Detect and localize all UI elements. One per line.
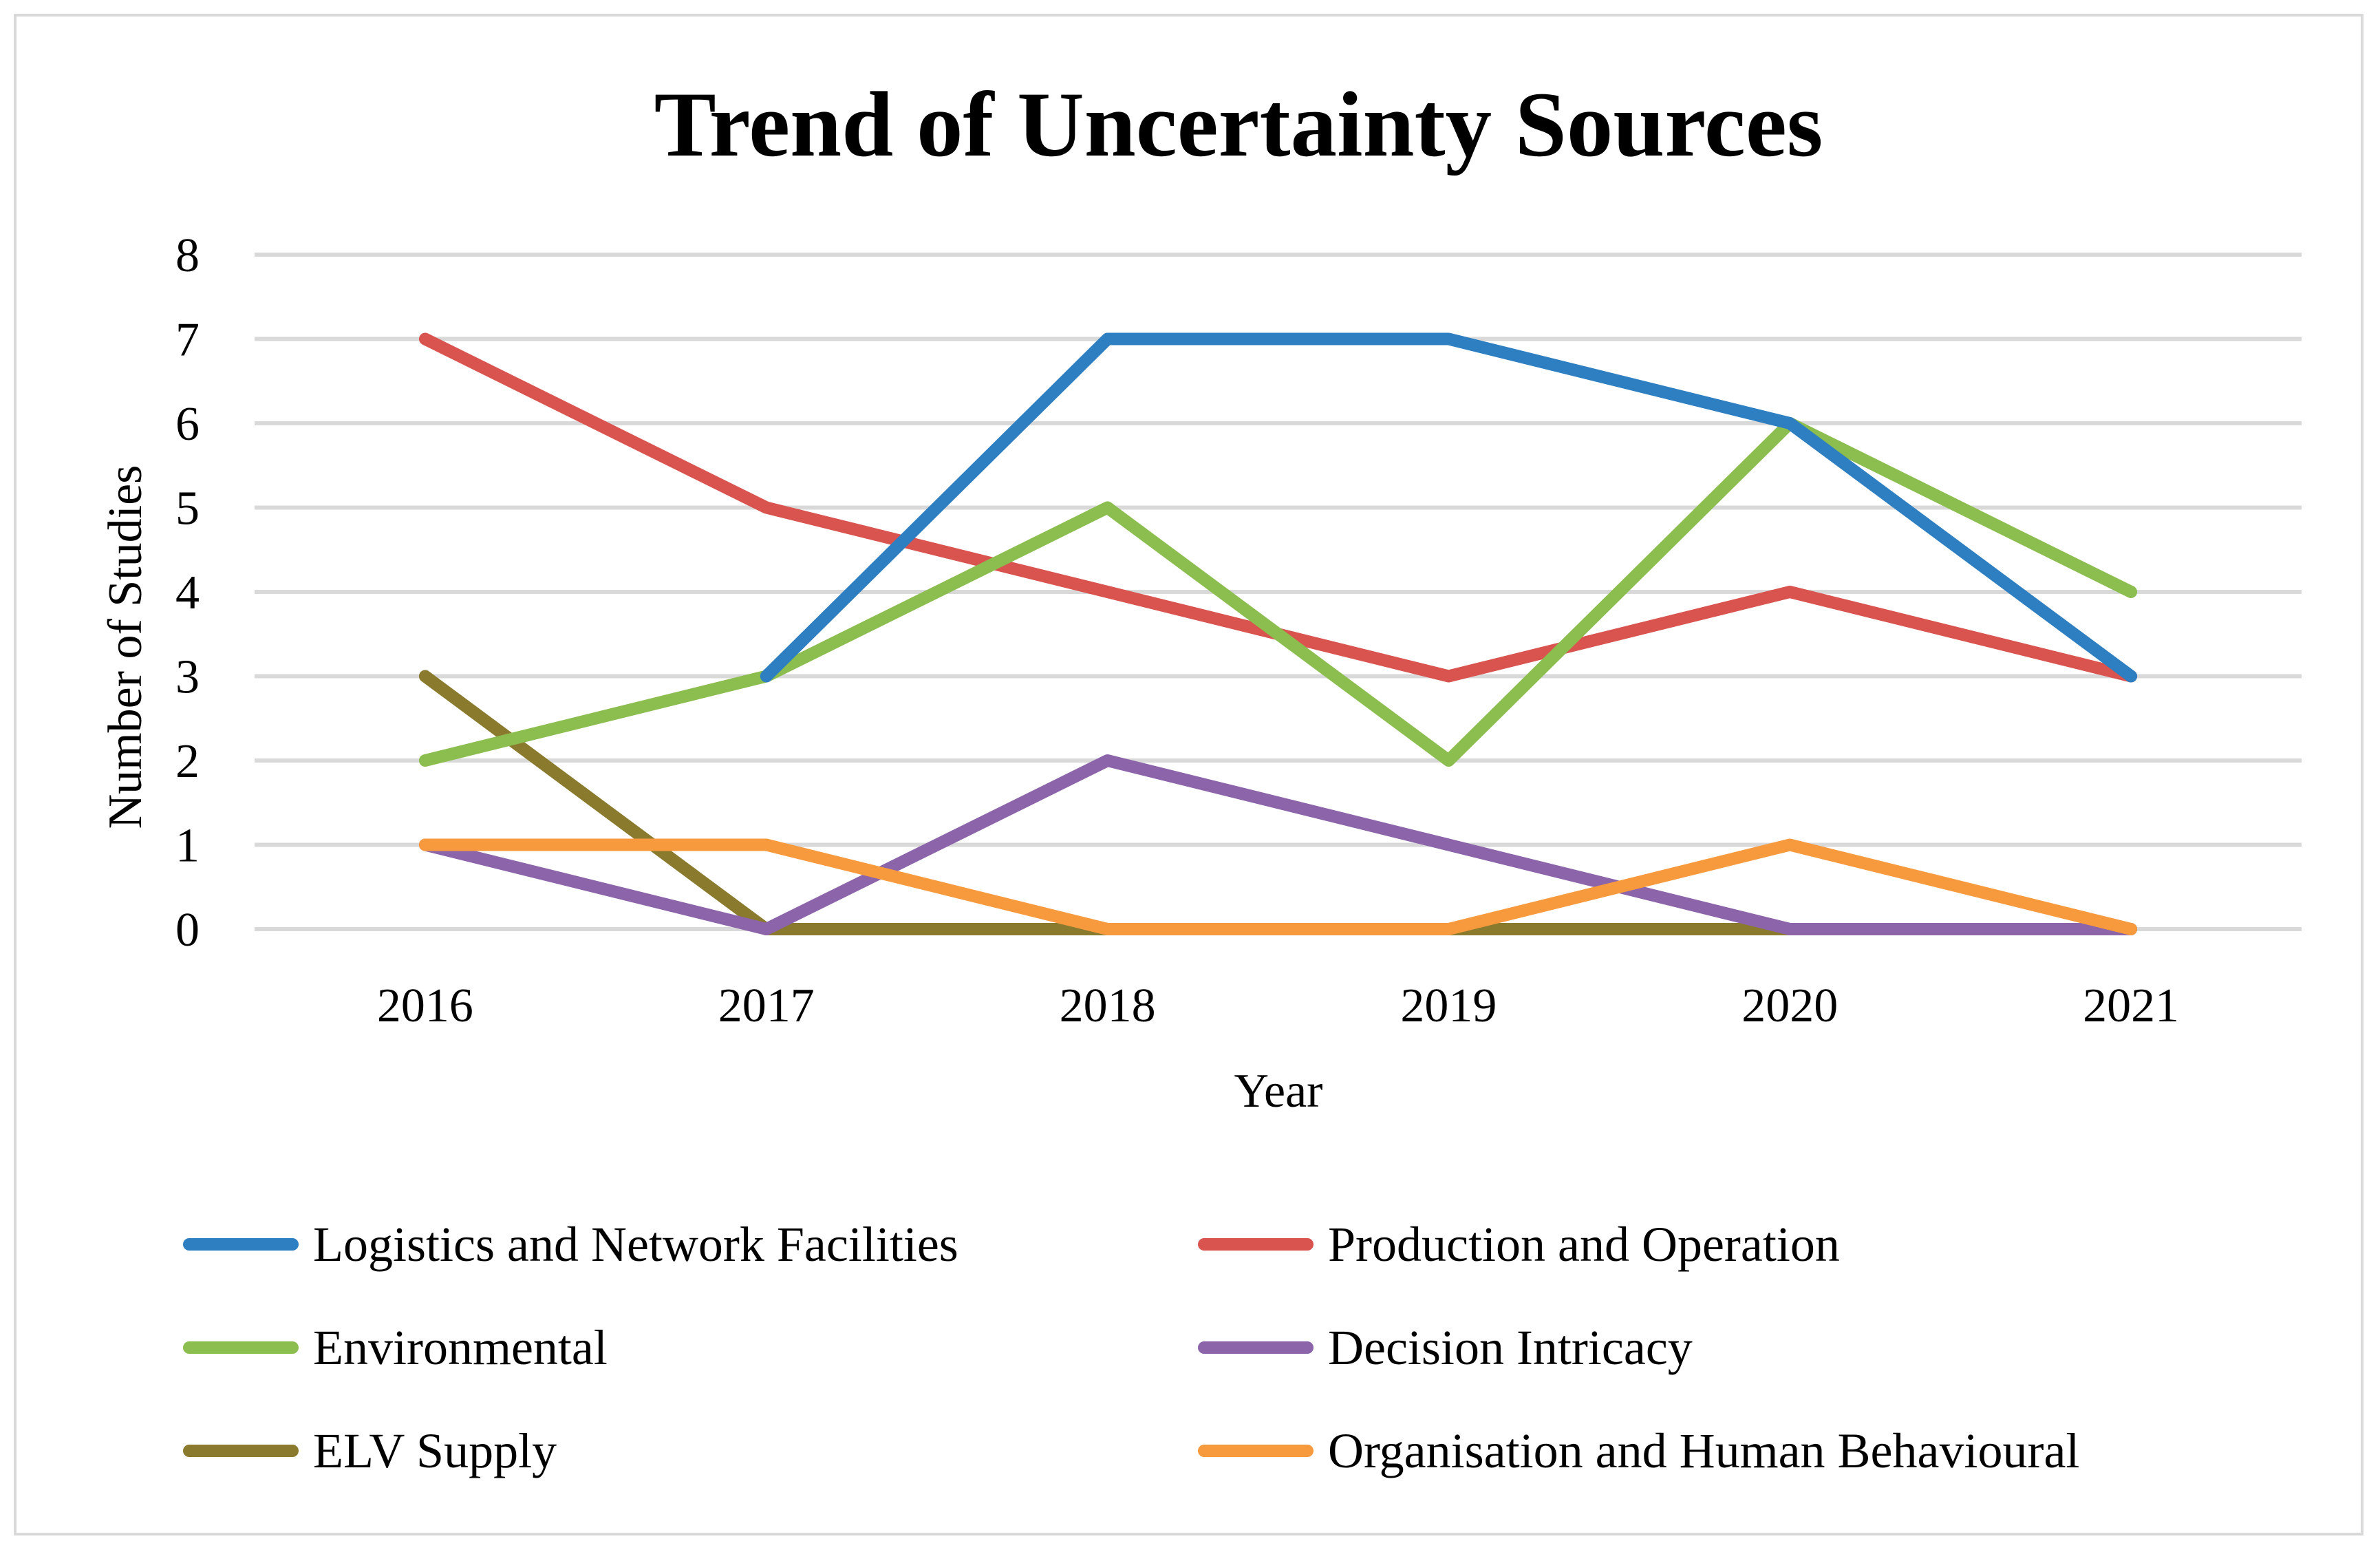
legend-label-0: Logistics and Network Facilities: [313, 1217, 958, 1272]
y-tick-label: 2: [175, 735, 200, 788]
series-line-5: [418, 838, 2138, 935]
y-tick-label: 3: [175, 651, 200, 704]
x-tick-label: 2018: [1060, 979, 1156, 1032]
x-axis-label: Year: [1234, 1065, 1323, 1118]
legend-label-5: Organisation and Human Behavioural: [1328, 1423, 2079, 1478]
series-lines: [418, 332, 2138, 935]
y-tick-label: 8: [175, 229, 200, 282]
legend-label-3: Decision Intricacy: [1328, 1320, 1693, 1375]
legend-label-2: Environmental: [313, 1320, 608, 1375]
series-line-3: [418, 754, 2138, 935]
series-line-2: [418, 417, 2138, 767]
grid-lines: [255, 253, 2302, 931]
y-axis-ticks: 0 1 2 3 4 5 6 7 8: [175, 229, 200, 957]
y-tick-label: 0: [175, 904, 200, 957]
legend: Logistics and Network Facilities Producti…: [183, 1217, 2079, 1478]
y-tick-label: 1: [175, 820, 200, 873]
y-tick-label: 5: [175, 482, 200, 535]
x-tick-label: 2019: [1400, 979, 1497, 1032]
chart-title: Trend of Uncertainty Sources: [654, 74, 1823, 176]
legend-label-4: ELV Supply: [313, 1423, 557, 1478]
x-tick-label: 2021: [2083, 979, 2179, 1032]
x-tick-label: 2020: [1741, 979, 1838, 1032]
y-axis-label: Number of Studies: [99, 465, 152, 829]
x-axis-ticks: 2016 2017 2018 2019 2020 2021: [377, 979, 2179, 1032]
series-line-0: [760, 332, 2138, 683]
x-tick-label: 2016: [377, 979, 473, 1032]
x-tick-label: 2017: [718, 979, 815, 1032]
y-tick-label: 7: [175, 314, 200, 367]
legend-label-1: Production and Operation: [1328, 1217, 1840, 1272]
y-tick-label: 4: [175, 566, 200, 619]
y-tick-label: 6: [175, 398, 200, 451]
